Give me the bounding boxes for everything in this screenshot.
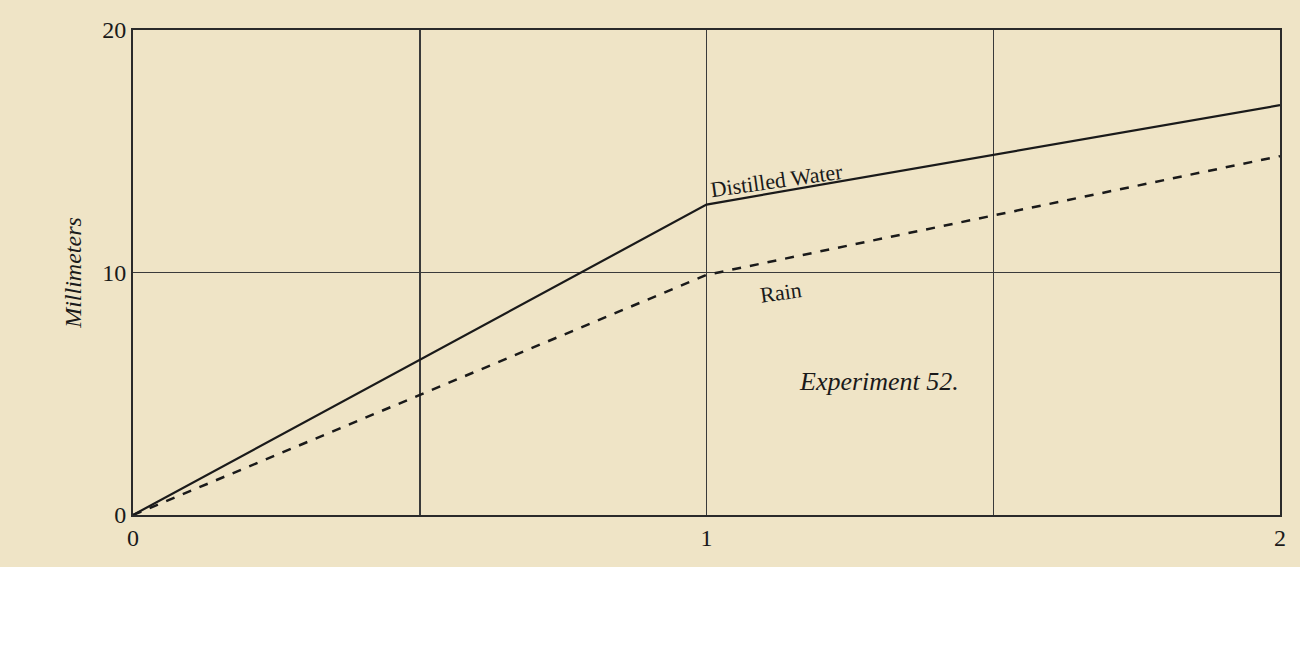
svg-text:2: 2 <box>1274 525 1286 551</box>
svg-text:Experiment 52.: Experiment 52. <box>799 367 959 396</box>
svg-text:10: 10 <box>102 260 126 286</box>
svg-text:1: 1 <box>701 525 713 551</box>
svg-text:Distilled Water: Distilled Water <box>709 159 845 202</box>
svg-text:Rain: Rain <box>758 277 803 308</box>
svg-text:20: 20 <box>102 17 126 43</box>
svg-text:0: 0 <box>127 525 139 551</box>
svg-text:0: 0 <box>114 502 126 528</box>
svg-text:Millimeters: Millimeters <box>60 217 86 329</box>
